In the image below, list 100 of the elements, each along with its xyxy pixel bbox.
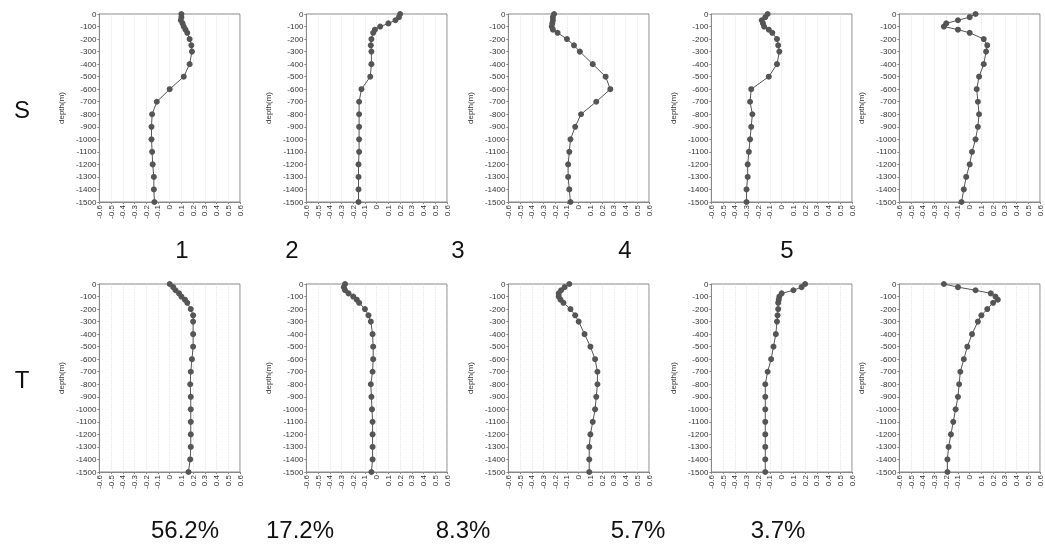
x-tick-label: -0.3 xyxy=(337,474,347,489)
y-tick-label: -200 xyxy=(880,34,897,44)
x-tick-label: 0.6 xyxy=(847,474,857,487)
point xyxy=(377,23,384,30)
x-tick-label: 0.5 xyxy=(1023,204,1033,217)
x-tick-label: 0.2 xyxy=(597,474,607,487)
y-tick-label: -1200 xyxy=(875,159,897,169)
point xyxy=(567,306,574,313)
x-tick-label: -0.2 xyxy=(941,204,951,219)
y-tick-label: -600 xyxy=(880,84,897,94)
point xyxy=(749,111,756,118)
y-tick-label: -1100 xyxy=(876,417,897,427)
point xyxy=(563,36,570,43)
x-tick-label: -0.4 xyxy=(730,474,740,489)
x-tick-label: 0.5 xyxy=(430,474,440,487)
y-tick-label: -1300 xyxy=(875,442,897,452)
y-tick-label: -1400 xyxy=(875,454,897,464)
y-axis-title: depth(m) xyxy=(56,361,66,395)
y-tick-label: -1100 xyxy=(485,147,506,157)
x-tick-label: 0.2 xyxy=(597,204,607,217)
point xyxy=(180,73,187,80)
point xyxy=(762,381,769,388)
x-tick-label: 0.1 xyxy=(585,204,595,217)
point xyxy=(744,173,751,180)
y-tick-label: -200 xyxy=(880,304,897,314)
point xyxy=(966,29,973,36)
y-tick-label: -100 xyxy=(489,22,506,32)
point xyxy=(578,111,585,118)
y-tick-label: -600 xyxy=(880,354,897,364)
point xyxy=(774,36,780,43)
y-tick-label: -1000 xyxy=(875,134,897,144)
x-tick-label: -0.5 xyxy=(515,204,525,219)
y-tick-label: -1000 xyxy=(687,404,709,414)
y-tick-label: -900 xyxy=(489,392,506,402)
y-tick-label: -300 xyxy=(80,47,97,57)
y-tick-label: -100 xyxy=(692,22,709,32)
y-tick-label: -800 xyxy=(287,109,304,119)
y-tick-label: -1000 xyxy=(75,134,97,144)
text: 2 xyxy=(285,236,299,264)
y-tick-label: -300 xyxy=(80,317,97,327)
point xyxy=(567,199,574,205)
text: 1 xyxy=(175,236,189,264)
x-tick-label: 0.1 xyxy=(788,204,798,217)
point xyxy=(190,318,197,325)
point xyxy=(747,136,754,143)
point xyxy=(589,61,596,68)
y-tick-label: -800 xyxy=(880,379,897,389)
point xyxy=(367,381,374,388)
point xyxy=(964,343,971,350)
x-tick-label: 0.4 xyxy=(212,204,222,217)
x-tick-label: -0.4 xyxy=(325,474,335,489)
x-tick-label: 0.5 xyxy=(223,474,233,487)
y-tick-label: -400 xyxy=(80,59,97,69)
y-axis-title: depth(m) xyxy=(668,91,678,125)
x-tick-label: -0.3 xyxy=(539,474,549,489)
y-tick-label: -400 xyxy=(489,59,506,69)
x-tick-label: 0.5 xyxy=(632,474,642,487)
y-tick-label: 0 xyxy=(891,9,897,19)
y-tick-label: -600 xyxy=(287,354,304,364)
y-tick-label: -900 xyxy=(287,122,304,132)
y-tick-label: -400 xyxy=(287,329,304,339)
point xyxy=(575,318,582,325)
text: 5 xyxy=(780,236,794,264)
x-tick-label: -0.4 xyxy=(918,204,928,219)
point xyxy=(947,431,954,438)
y-tick-label: -1200 xyxy=(687,429,709,439)
point xyxy=(186,61,193,68)
y-tick-label: -1300 xyxy=(484,172,506,182)
x-tick-label: -0.1 xyxy=(562,204,572,219)
y-tick-label: -400 xyxy=(692,329,709,339)
point xyxy=(190,312,197,319)
y-tick-label: -300 xyxy=(880,47,897,57)
y-tick-label: -1400 xyxy=(484,454,506,464)
point xyxy=(149,148,156,155)
point xyxy=(762,469,769,475)
y-tick-label: -1300 xyxy=(484,442,506,452)
x-tick-label: 0 xyxy=(777,474,787,480)
point xyxy=(798,284,805,291)
point xyxy=(602,73,609,80)
x-tick-label: 0.5 xyxy=(223,204,233,217)
point xyxy=(187,393,194,400)
x-tick-label: 0.2 xyxy=(188,474,198,487)
x-tick-label: -0.6 xyxy=(301,204,311,219)
y-tick-label: -300 xyxy=(287,47,304,57)
x-tick-label: -0.2 xyxy=(348,204,358,219)
y-tick-label: -1300 xyxy=(75,172,97,182)
x-tick-label: -0.3 xyxy=(930,474,940,489)
y-axis-title: depth(m) xyxy=(263,361,273,395)
point xyxy=(190,331,197,338)
point xyxy=(589,418,596,425)
y-tick-label: -900 xyxy=(80,122,97,132)
y-tick-label: -200 xyxy=(80,304,97,314)
y-tick-label: 0 xyxy=(91,9,97,19)
x-tick-label: -0.6 xyxy=(894,474,904,489)
y-tick-label: -200 xyxy=(287,304,304,314)
x-tick-label: -0.6 xyxy=(301,474,311,489)
y-axis-title: depth(m) xyxy=(263,91,273,125)
point xyxy=(790,287,797,294)
point xyxy=(187,431,194,438)
x-tick-label: -0.3 xyxy=(130,474,140,489)
